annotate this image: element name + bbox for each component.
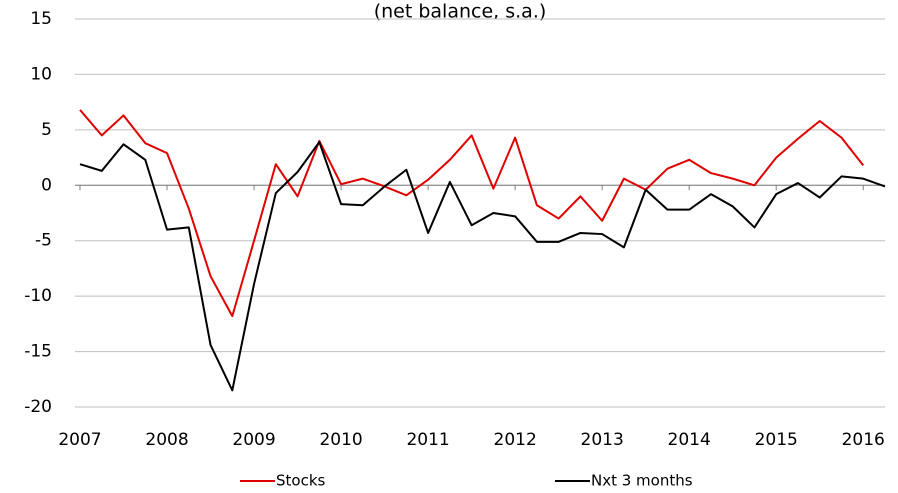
y-tick-label: -5	[35, 231, 52, 251]
y-tick-label: 15	[30, 9, 52, 29]
y-tick-label: -20	[24, 397, 52, 417]
x-tick-label: 2009	[232, 430, 275, 450]
x-tick-label: 2007	[58, 430, 101, 450]
x-tick-label: 2015	[755, 430, 798, 450]
y-tick-label: 10	[30, 64, 52, 84]
series-line	[79, 109, 865, 318]
legend-label: Stocks	[276, 472, 326, 490]
x-tick-label: 2013	[581, 430, 624, 450]
x-tick-label: 2014	[668, 430, 711, 450]
x-tick-label: 2012	[494, 430, 537, 450]
x-tick-label: 2011	[406, 430, 449, 450]
y-tick-label: -15	[24, 342, 52, 362]
y-tick-label: 0	[41, 175, 52, 195]
x-tick-label: 2010	[319, 430, 362, 450]
x-tick-label: 2008	[145, 430, 188, 450]
legend-label: Nxt 3 months	[591, 472, 693, 490]
series-line	[79, 141, 886, 392]
x-tick-label: 2016	[842, 430, 885, 450]
chart-title: (net balance, s.a.)	[374, 1, 547, 23]
y-tick-label: 5	[41, 120, 52, 140]
y-tick-label: -10	[24, 286, 52, 306]
